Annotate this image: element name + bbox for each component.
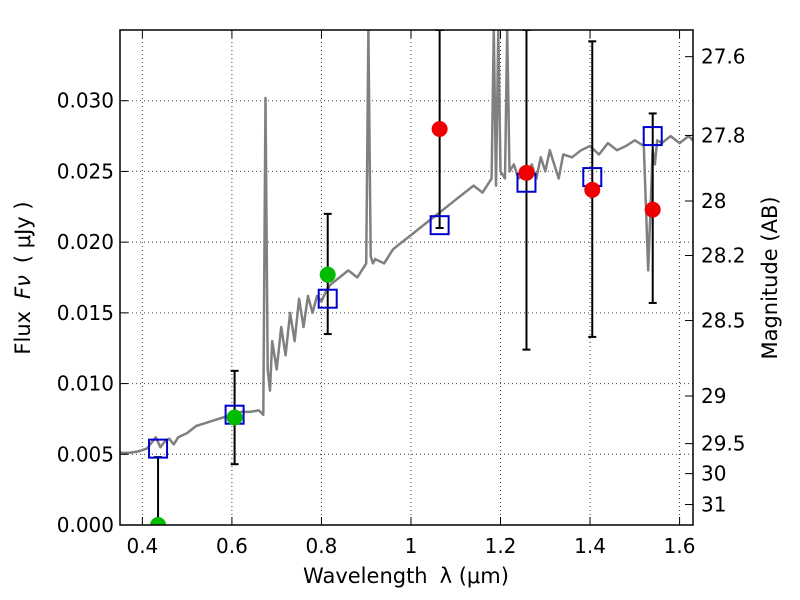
model-photometry-point [642, 126, 663, 147]
y2-tick-label: 29.5 [701, 432, 746, 456]
y2-tick-label: 28 [701, 189, 726, 213]
observed-photometry-point [584, 181, 601, 198]
x-axis-label: Wavelength λ (μm) [303, 564, 509, 588]
model-photometry-point [317, 288, 338, 309]
y2-tick-label: 31 [701, 493, 726, 517]
observed-photometry-markers [150, 121, 661, 525]
observed-photometry-point [431, 121, 448, 137]
y-tick-label: 0.005 [57, 442, 114, 466]
y2-axis-ticks: 27.6 27.8 28 28.2 28.5 29 29.5 30 31 [685, 45, 746, 517]
y2-tick-label: 27.6 [701, 45, 746, 69]
observed-photometry-point [226, 409, 243, 426]
x-tick-label: 0.4 [126, 534, 158, 558]
observed-photometry-point [644, 201, 661, 218]
y-tick-label: 0.015 [57, 301, 114, 325]
y-tick-label: 0.000 [57, 513, 114, 537]
y-tick-label: 0.030 [57, 89, 114, 113]
y2-tick-label: 28.2 [701, 243, 746, 267]
x-axis-ticks: 0.4 0.6 0.8 1 1.2 1.4 1.6 [126, 30, 695, 558]
x-tick-label: 1 [405, 534, 418, 558]
x-tick-label: 0.8 [306, 534, 338, 558]
x-tick-label: 1.2 [485, 534, 517, 558]
y2-tick-label: 29 [701, 384, 726, 408]
y-axis-label: FluxFν( μJy ) [11, 201, 35, 354]
plot-area [120, 30, 693, 525]
x-tick-label: 0.6 [216, 534, 248, 558]
model-photometry-markers [148, 126, 663, 459]
y-tick-label: 0.020 [57, 230, 114, 254]
observed-photometry-point [319, 266, 336, 283]
y-axis-ticks: 0.000 0.005 0.010 0.015 0.020 0.025 0.030 [57, 89, 128, 537]
model-photometry-point [429, 215, 450, 236]
grid-lines [120, 30, 693, 526]
y-tick-label: 0.010 [57, 372, 114, 396]
x-tick-label: 1.6 [664, 534, 696, 558]
observed-photometry-point [518, 164, 535, 181]
x-tick-label: 1.4 [574, 534, 606, 558]
plot-frame [119, 29, 694, 526]
observed-photometry-point [150, 517, 167, 525]
y-tick-label: 0.025 [57, 159, 114, 183]
y2-tick-label: 28.5 [701, 309, 746, 333]
model-photometry-point [148, 438, 169, 459]
y2-axis-label: Magnitude (AB) [758, 196, 782, 359]
y2-tick-label: 27.8 [701, 123, 746, 147]
y2-tick-label: 30 [701, 462, 726, 486]
